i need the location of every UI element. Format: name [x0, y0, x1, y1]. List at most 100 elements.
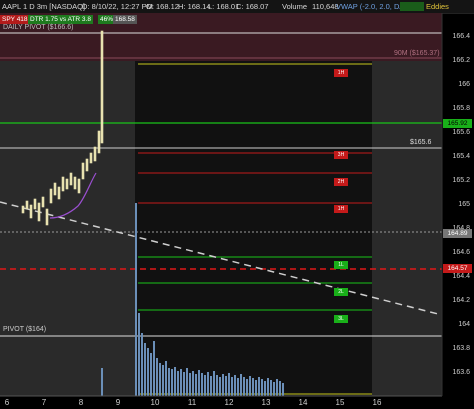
- signal-box-green-3[interactable]: 3L: [334, 315, 348, 323]
- x-tick-label: 11: [187, 398, 197, 407]
- x-tick-label: 12: [224, 398, 234, 407]
- candle: [21, 205, 25, 214]
- low-label: L: 168.01: [208, 2, 240, 11]
- premarket-shade: [0, 13, 135, 396]
- volume-bar: [183, 372, 185, 396]
- open-label: O: 168.12: [146, 2, 179, 11]
- volume-bar: [207, 372, 209, 396]
- candle: [81, 162, 85, 180]
- volume-bar: [282, 383, 284, 396]
- volume-bar: [180, 369, 182, 396]
- signal-box-red-3[interactable]: 2H: [334, 178, 348, 186]
- y-tick-label: 166.4: [452, 33, 470, 40]
- y-tick-label: 163.6: [452, 369, 470, 376]
- y-tick-label: 164: [458, 321, 470, 328]
- volume-bar: [243, 377, 245, 396]
- volume-bar: [150, 353, 152, 396]
- volume-bar: [228, 373, 230, 396]
- candle: [33, 198, 37, 210]
- volume-bar: [177, 371, 179, 396]
- x-tick-label: 14: [298, 398, 308, 407]
- signal-box-red-2[interactable]: 3H: [334, 151, 348, 159]
- signal-box-green-2[interactable]: 2L: [334, 288, 348, 296]
- y-tick-label: 165: [458, 201, 470, 208]
- volume-bar: [159, 363, 161, 396]
- indicator-toggle[interactable]: [400, 2, 424, 11]
- symbol-label[interactable]: AAPL 1 D 3m [NASDAQ]: [2, 2, 86, 11]
- volume-bar: [213, 371, 215, 396]
- volume-bar: [201, 373, 203, 396]
- volume-bar: [252, 378, 254, 396]
- current-price-badge: 168.58: [113, 15, 137, 24]
- x-tick-label: 9: [115, 398, 121, 407]
- x-tick-label: 16: [372, 398, 382, 407]
- candle: [29, 204, 33, 219]
- candle: [93, 146, 97, 162]
- volume-bar: [225, 376, 227, 396]
- session-zone: [135, 61, 372, 396]
- volume-bar: [276, 379, 278, 396]
- volume-bar: [231, 377, 233, 396]
- volume-bar: [255, 380, 257, 396]
- candle: [97, 130, 101, 154]
- trend-line: [0, 201, 443, 316]
- volume-bar: [153, 341, 155, 396]
- volume-bar: [273, 382, 275, 396]
- x-tick-label: 15: [335, 398, 345, 407]
- vwap-label[interactable]: VWAP (-2.0, 2.0, DAY): [336, 2, 412, 11]
- y-tick-label: 164.4: [452, 273, 470, 280]
- y-tick-label: 165.4: [452, 153, 470, 160]
- volume-bar: [192, 371, 194, 396]
- volume-bar: [195, 374, 197, 396]
- candle: [69, 172, 73, 186]
- candle: [37, 202, 41, 222]
- candle: [100, 30, 104, 144]
- y-tick-label: 165.8: [452, 105, 470, 112]
- candle: [45, 208, 49, 226]
- afterhours-shade: [372, 13, 442, 396]
- volume-bar: [237, 378, 239, 396]
- signal-box-red-1[interactable]: 1H: [334, 69, 348, 77]
- volume-bar: [135, 203, 137, 396]
- volume-bar: [267, 378, 269, 396]
- datetime-label: D: 8/10/22, 12:27 PM: [82, 2, 153, 11]
- volume-bar: [101, 368, 103, 396]
- y-tick-label: 164.2: [452, 297, 470, 304]
- volume-bar: [138, 313, 140, 396]
- signal-box-red-4[interactable]: 1H: [334, 205, 348, 213]
- volume-bar: [279, 381, 281, 396]
- candle: [77, 178, 81, 194]
- candle: [53, 182, 57, 196]
- price-chart[interactable]: [0, 13, 474, 409]
- price-tag-green: 165.92: [443, 119, 472, 128]
- volume-bar: [204, 375, 206, 396]
- volume-bar: [222, 374, 224, 396]
- volume-bar: [246, 379, 248, 396]
- candle: [89, 152, 93, 164]
- volume-bar: [216, 375, 218, 396]
- eddies-label[interactable]: Eddies: [426, 2, 449, 11]
- signal-box-green-1[interactable]: 1L: [334, 261, 348, 269]
- volume-bar: [156, 358, 158, 396]
- vwap-curve: [49, 172, 97, 219]
- price-tag-gray: 164.89: [443, 229, 472, 238]
- candle: [57, 186, 61, 200]
- x-tick-label: 6: [4, 398, 10, 407]
- volume-value: 110,648: [312, 2, 339, 11]
- x-tick-label: 7: [41, 398, 47, 407]
- volume-bar: [186, 368, 188, 396]
- volume-bar: [249, 376, 251, 396]
- y-tick-label: 163.8: [452, 345, 470, 352]
- ninety-min-label: 90M ($165.37): [394, 50, 440, 57]
- volume-bar: [162, 365, 164, 396]
- pivot-label: PIVOT ($164): [3, 326, 47, 333]
- volume-bar: [174, 367, 176, 396]
- volume-bar: [168, 368, 170, 396]
- volume-bar: [198, 370, 200, 396]
- y-tick-label: 164.8: [452, 225, 470, 233]
- volume-bar: [210, 376, 212, 396]
- volume-bar: [270, 380, 272, 396]
- volume-bar: [240, 374, 242, 396]
- volume-bar: [258, 377, 260, 396]
- candles: [21, 30, 104, 226]
